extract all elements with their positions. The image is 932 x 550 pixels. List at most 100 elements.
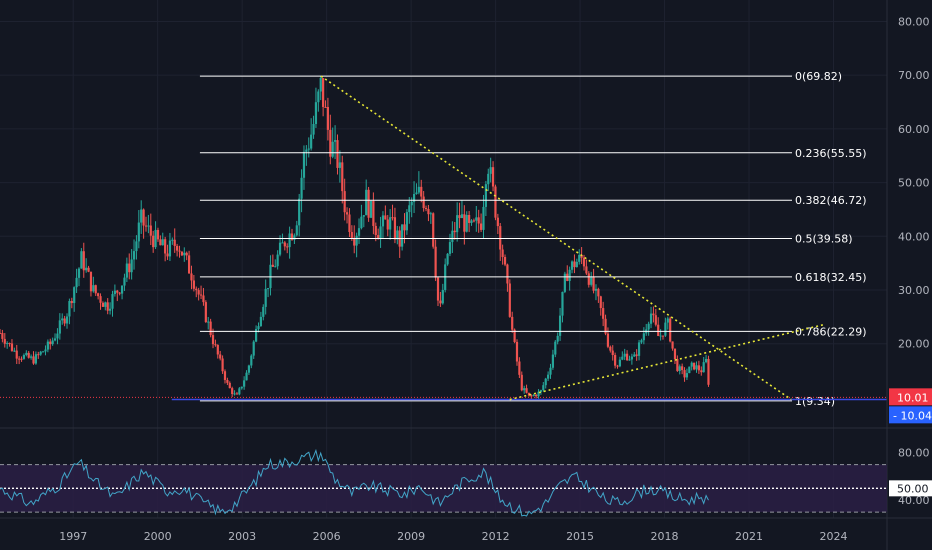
candle-body [123, 277, 126, 286]
fib-level-label: 0.382(46.72) [795, 194, 867, 207]
candle-body [456, 215, 459, 233]
candle-body [616, 365, 619, 367]
trendline[interactable] [320, 75, 792, 401]
candle-body [401, 224, 404, 247]
candle-body [221, 358, 224, 372]
candle-body [460, 214, 464, 219]
candle-body [65, 316, 69, 324]
candle-body [482, 206, 485, 230]
candle-body [6, 343, 9, 345]
candle-body [575, 261, 578, 268]
price-axis-tick: 20.00 [898, 338, 930, 351]
candle-body [343, 191, 346, 213]
candle-body [73, 287, 76, 304]
candle-body [604, 318, 607, 334]
candle-body [187, 255, 191, 274]
candle-body [403, 224, 406, 231]
candle-body [506, 264, 509, 284]
candle-body [494, 186, 497, 218]
candle-body [544, 378, 547, 386]
candle-body [120, 285, 124, 294]
candle-body [41, 351, 45, 353]
candle-body [75, 277, 78, 288]
candle-body [525, 388, 528, 393]
candle-body [252, 341, 255, 356]
candle-body [51, 340, 54, 345]
candle-body [618, 359, 622, 367]
candle-body [508, 283, 511, 317]
candle-body [666, 318, 669, 323]
candle-body [68, 301, 71, 317]
candle-body [288, 233, 291, 248]
fib-level-label: 0.786(22.29) [795, 325, 867, 338]
candle-body [396, 230, 399, 240]
candle-body [587, 273, 590, 285]
candle-body [302, 151, 306, 178]
candle-body [630, 356, 633, 360]
candle-body [434, 246, 437, 278]
candle-body [635, 354, 638, 356]
candle-body [159, 239, 162, 246]
candle-body [329, 129, 332, 157]
candle-body [25, 352, 28, 356]
candle-body [235, 393, 239, 395]
price-axis-tick: 50.00 [898, 177, 930, 190]
candle-body [415, 192, 418, 195]
candle-body [173, 239, 176, 246]
candle-body [63, 318, 66, 324]
candle-body [594, 288, 598, 291]
candle-body [374, 225, 377, 236]
candle-body [597, 288, 600, 297]
candle-body [369, 200, 373, 218]
candle-body [15, 350, 18, 359]
candle-body [0, 332, 2, 334]
candle-body [314, 102, 318, 124]
candle-body [278, 242, 282, 255]
candle-body [231, 388, 234, 394]
candle-body [539, 390, 543, 392]
candle-body [391, 217, 394, 219]
fib-level-label: 0.236(55.55) [795, 147, 867, 160]
candle-body [496, 217, 499, 227]
candle-body [89, 271, 93, 292]
candle-body [331, 141, 334, 157]
candle-body [468, 214, 471, 223]
candle-body [568, 269, 571, 281]
candle-body [104, 302, 107, 307]
candle-body [8, 343, 11, 345]
trendline[interactable] [509, 323, 826, 401]
time-axis-tick: 2018 [651, 530, 679, 543]
candle-body [125, 263, 128, 278]
candle-body [322, 78, 325, 107]
last-price-label: 10.01 [897, 391, 929, 404]
candle-body [310, 134, 313, 149]
candle-body [190, 273, 193, 281]
candle-body [532, 394, 535, 397]
candle-body [688, 366, 691, 374]
candle-body [185, 252, 188, 256]
candle-body [465, 214, 468, 232]
candle-body [152, 235, 155, 248]
candle-body [341, 162, 344, 192]
candle-body [503, 257, 507, 265]
candle-body [326, 106, 330, 130]
candle-body [176, 245, 179, 251]
candle-body [384, 215, 387, 220]
candle-body [238, 388, 241, 395]
candle-body [345, 212, 349, 215]
candle-body [470, 220, 473, 223]
candle-body [137, 222, 140, 242]
horizontal-line-badge [889, 406, 932, 424]
candle-body [199, 294, 203, 296]
candle-body [209, 321, 212, 336]
candle-body [271, 264, 274, 267]
candle-body [654, 315, 657, 325]
candle-body [379, 226, 382, 240]
candle-body [547, 374, 550, 379]
candle-body [664, 322, 667, 336]
candle-body [336, 140, 339, 168]
candle-body [85, 267, 88, 271]
candle-body [424, 208, 428, 210]
